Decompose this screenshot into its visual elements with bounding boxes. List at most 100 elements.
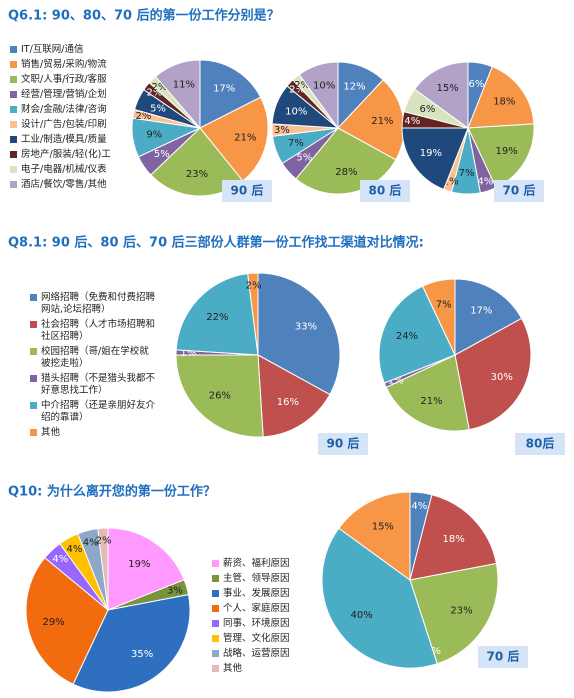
legend-swatch [30, 348, 37, 355]
slice-label: 2% [136, 111, 152, 122]
legend-swatch [10, 46, 17, 53]
legend-label: 其他 [41, 427, 61, 438]
pie-slice [409, 562, 499, 665]
legend-item: 中介招聘（还是亲朋好友介绍的靠谱） [30, 400, 158, 424]
legend-label: 财会/金融/法律/咨询 [21, 104, 107, 115]
pie-label-box [494, 180, 544, 202]
pie-label-box [222, 180, 272, 202]
legend-label: 校园招聘（哥/姐在学校就被挖走啦） [41, 346, 149, 369]
pie-slice [25, 557, 109, 685]
slice-label: 18% [443, 534, 465, 545]
slice-label: 4% [83, 537, 99, 548]
slice-label: 7% [436, 300, 452, 311]
legend-label: 社会招聘（人才市场招聘和社区招聘） [41, 319, 156, 342]
legend-swatch [30, 429, 37, 436]
legend-item: 电子/电器/机械/仪表 [10, 164, 135, 176]
slice-label: 21% [420, 396, 442, 407]
pie-slice [72, 594, 191, 693]
legend-item: 网络招聘（免费和付费招聘网站,论坛招聘） [30, 292, 158, 316]
slice-label: 9% [146, 130, 162, 141]
legend-swatch [30, 402, 37, 409]
slice-label: 16% [277, 397, 299, 408]
legend-label: 设计/广告/包装/印刷 [21, 119, 107, 130]
legend-item: 社会招聘（人才市场招聘和社区招聘） [30, 319, 158, 343]
pie-slice [321, 527, 438, 669]
legend-swatch [212, 650, 219, 657]
slice-label: 6% [419, 104, 435, 115]
pie-slice [454, 278, 523, 356]
pie-label-box [318, 433, 368, 455]
legend-swatch [10, 121, 17, 128]
legend-swatch [10, 61, 17, 68]
legend-label: 酒店/餐饮/零售/其他 [21, 179, 107, 190]
slice-label: 19% [420, 148, 442, 159]
legend-label: 薪资、福利原因 [223, 558, 290, 569]
legend-item: 主管、领导原因 [212, 573, 322, 585]
slice-label: 4% [411, 501, 427, 512]
legend-label: 电子/电器/机械/仪表 [21, 164, 107, 175]
pie-slice [107, 527, 185, 611]
pie-label: 70 后 [487, 649, 520, 664]
pie-slice [467, 65, 535, 129]
legend: 薪资、福利原因 主管、领导原因 事业、发展原因 个人、家庭原因 同事、环境原因 管理、文化… [212, 558, 322, 678]
legend-label: 主管、领导原因 [223, 573, 290, 584]
slice-label: 4% [52, 554, 68, 565]
pie-slice [257, 354, 331, 438]
slice-label: 26% [209, 391, 231, 402]
legend-label: IT/互联网/通信 [21, 44, 84, 55]
legend-label: 销售/贸易/采购/物流 [21, 59, 107, 70]
slice-label: 18% [493, 97, 515, 108]
legend-item: 销售/贸易/采购/物流 [10, 59, 135, 71]
legend-swatch [10, 76, 17, 83]
slice-label: 5% [154, 149, 170, 160]
legend: 网络招聘（免费和付费招聘网站,论坛招聘） 社会招聘（人才市场招聘和社区招聘） 校园招… [30, 292, 158, 442]
slice-label: 5% [150, 103, 166, 114]
legend-label: 事业、发展原因 [223, 588, 290, 599]
slice-label: 23% [186, 169, 208, 180]
slice-label: 17% [470, 306, 492, 317]
slice-label: 40% [350, 610, 372, 621]
legend-item: 酒店/餐饮/零售/其他 [10, 179, 135, 191]
pie-slice [454, 317, 532, 431]
legend-swatch [10, 181, 17, 188]
legend-item: 校园招聘（哥/姐在学校就被挖走啦） [30, 346, 158, 370]
slice-label: 19% [496, 146, 518, 157]
legend-label: 工业/制造/模具/质量 [21, 134, 107, 145]
legend-item: 同事、环境原因 [212, 618, 322, 630]
slice-label: 35% [131, 649, 153, 660]
legend-label: 网络招聘（免费和付费招聘网站,论坛招聘） [41, 292, 156, 315]
slice-label: 2% [152, 82, 168, 93]
slice-label: 10% [313, 80, 335, 91]
slice-label: 2% [96, 535, 112, 546]
slice-label: 2% [246, 280, 262, 291]
slice-label: 7% [459, 168, 475, 179]
slice-label: 28% [335, 167, 357, 178]
pie-slice [378, 285, 456, 384]
pie-slice [97, 527, 109, 611]
legend-item: 个人、家庭原因 [212, 603, 322, 615]
pie-slice [338, 491, 411, 581]
legend-swatch [212, 560, 219, 567]
slice-label: 30% [491, 372, 513, 383]
slice-label: 10% [285, 106, 307, 117]
slice-label: 6% [468, 79, 484, 90]
slice-label: 33% [295, 322, 317, 333]
slice-label: 2% [289, 85, 305, 96]
pie-slice [401, 127, 469, 191]
legend-label: 同事、环境原因 [223, 618, 290, 629]
slice-label: 29% [42, 617, 64, 628]
legend-item: 文职/人事/行政/客服 [10, 74, 135, 86]
slice-label: 4% [477, 176, 493, 187]
slice-label: 15% [372, 522, 394, 533]
pie-slice [257, 272, 341, 396]
pie-slice [295, 127, 397, 195]
legend-label: 猎头招聘（不是猎头我都不好意思找工作） [41, 373, 156, 396]
slice-label: 4% [404, 116, 420, 127]
pie-label: 90 后 [327, 436, 360, 451]
pie-label: 80后 [526, 436, 555, 451]
pie-slice [409, 494, 498, 581]
pie-slice [421, 278, 456, 356]
pie-slice [175, 273, 259, 356]
pie-label-box [515, 433, 565, 455]
